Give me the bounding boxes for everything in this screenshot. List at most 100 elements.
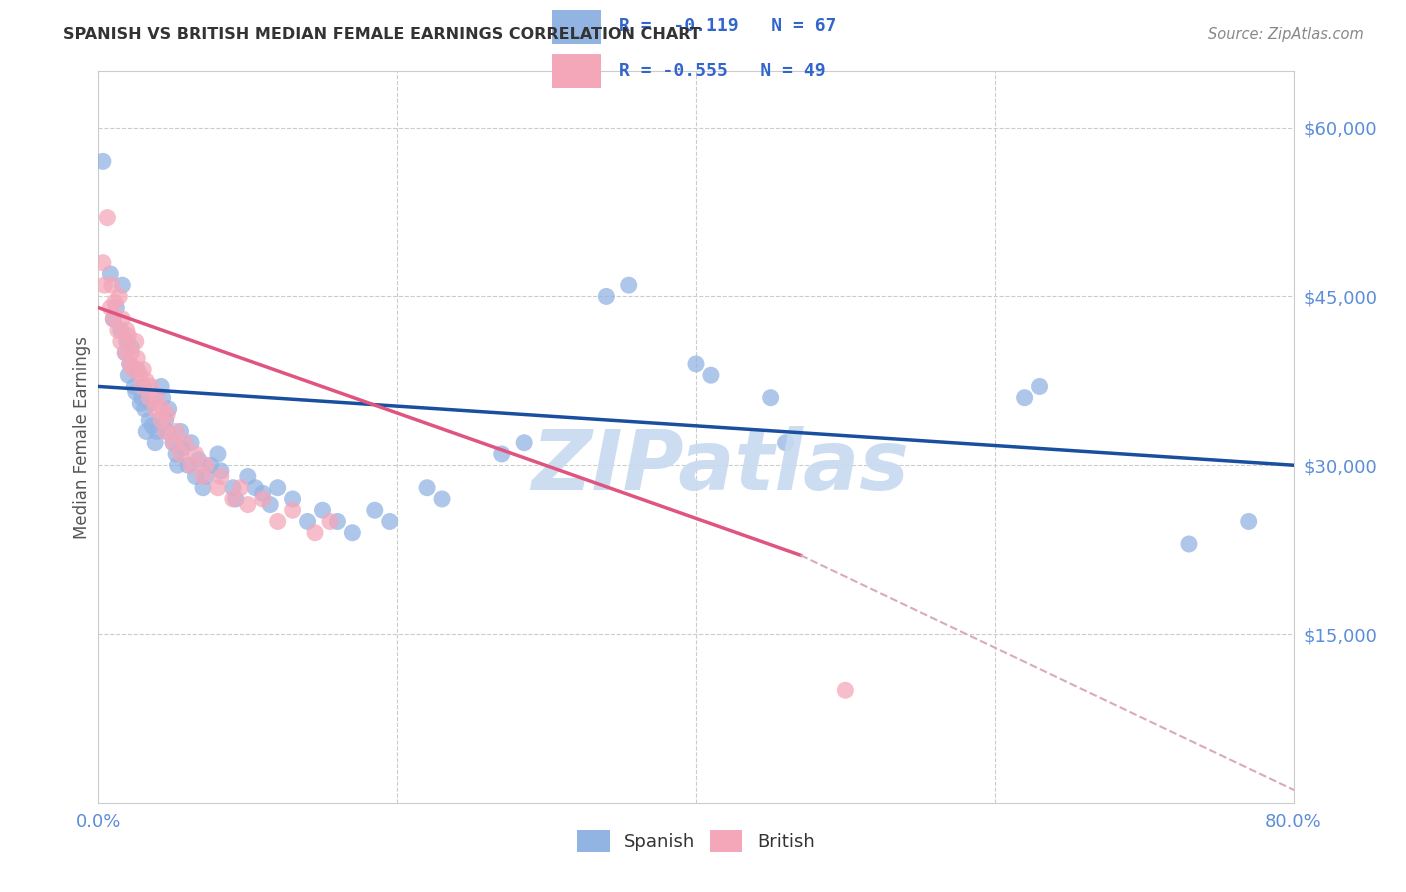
- Point: [225, 491, 247, 506]
- Point: [174, 435, 197, 450]
- Point: [595, 289, 617, 303]
- Point: [132, 379, 155, 393]
- Point: [297, 515, 319, 529]
- Text: ZIPatlas: ZIPatlas: [531, 425, 908, 507]
- Point: [267, 481, 290, 495]
- Text: SPANISH VS BRITISH MEDIAN FEMALE EARNINGS CORRELATION CHART: SPANISH VS BRITISH MEDIAN FEMALE EARNING…: [63, 27, 702, 42]
- Point: [139, 396, 162, 410]
- Point: [162, 435, 184, 450]
- Point: [103, 312, 125, 326]
- Point: [184, 469, 207, 483]
- Point: [135, 374, 157, 388]
- Point: [1014, 391, 1036, 405]
- Point: [114, 345, 136, 359]
- Point: [101, 278, 124, 293]
- Point: [281, 491, 304, 506]
- Point: [150, 379, 173, 393]
- Point: [152, 391, 174, 405]
- Point: [195, 469, 218, 483]
- Point: [378, 515, 401, 529]
- Point: [169, 447, 191, 461]
- Point: [150, 413, 173, 427]
- Point: [222, 491, 245, 506]
- Point: [700, 368, 723, 383]
- Point: [191, 481, 214, 495]
- Point: [259, 498, 281, 512]
- Point: [115, 334, 138, 349]
- Point: [93, 278, 115, 293]
- Point: [152, 401, 174, 416]
- Point: [207, 447, 229, 461]
- Point: [117, 328, 139, 343]
- Point: [108, 289, 131, 303]
- Point: [132, 362, 155, 376]
- Point: [685, 357, 707, 371]
- Point: [145, 425, 167, 439]
- Point: [267, 515, 290, 529]
- Point: [342, 525, 364, 540]
- Point: [91, 255, 114, 269]
- Point: [304, 525, 326, 540]
- Point: [111, 278, 134, 293]
- Point: [319, 515, 342, 529]
- Point: [143, 435, 166, 450]
- Point: [127, 362, 149, 376]
- Point: [759, 391, 782, 405]
- Point: [104, 295, 127, 310]
- Point: [252, 491, 274, 506]
- Point: [98, 301, 122, 315]
- Point: [129, 368, 152, 383]
- Point: [157, 401, 180, 416]
- Point: [105, 301, 128, 315]
- Point: [143, 401, 166, 416]
- Point: [138, 391, 160, 405]
- Point: [118, 357, 141, 371]
- Point: [114, 345, 136, 359]
- Point: [139, 379, 162, 393]
- Point: [155, 425, 177, 439]
- Point: [491, 447, 513, 461]
- Point: [115, 323, 138, 337]
- Point: [177, 458, 200, 473]
- Point: [281, 503, 304, 517]
- Point: [430, 491, 453, 506]
- Point: [209, 469, 232, 483]
- Point: [125, 385, 148, 400]
- Point: [245, 481, 267, 495]
- Legend: Spanish, British: Spanish, British: [569, 823, 823, 860]
- Point: [96, 211, 118, 225]
- Point: [326, 515, 349, 529]
- Point: [103, 312, 125, 326]
- Point: [107, 323, 129, 337]
- Point: [165, 447, 187, 461]
- Point: [111, 312, 134, 326]
- Point: [187, 452, 209, 467]
- Point: [110, 334, 132, 349]
- Bar: [551, 10, 602, 44]
- Point: [1028, 379, 1050, 393]
- Point: [1178, 537, 1201, 551]
- Point: [364, 503, 387, 517]
- Point: [118, 357, 141, 371]
- Point: [162, 435, 184, 450]
- Point: [180, 435, 202, 450]
- Point: [156, 408, 179, 422]
- Point: [141, 418, 163, 433]
- Point: [209, 464, 232, 478]
- Point: [124, 379, 146, 393]
- Point: [121, 362, 143, 376]
- Y-axis label: Median Female Earnings: Median Female Earnings: [73, 335, 91, 539]
- Point: [184, 447, 207, 461]
- Point: [775, 435, 797, 450]
- Point: [110, 323, 132, 337]
- Point: [236, 469, 259, 483]
- Point: [207, 481, 229, 495]
- Point: [834, 683, 856, 698]
- Point: [169, 425, 191, 439]
- Point: [91, 154, 114, 169]
- Point: [617, 278, 640, 293]
- Point: [127, 351, 149, 366]
- Point: [180, 458, 202, 473]
- Text: R = -0.555   N = 49: R = -0.555 N = 49: [619, 62, 825, 79]
- Point: [191, 469, 214, 483]
